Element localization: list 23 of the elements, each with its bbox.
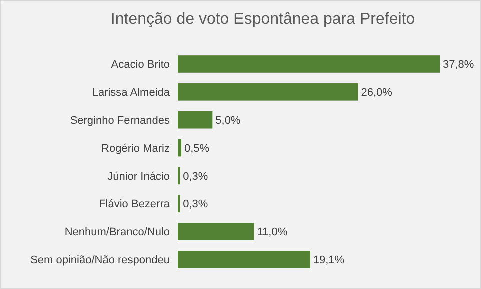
data-label: 0,3% xyxy=(183,170,208,183)
data-label: 37,8% xyxy=(443,59,474,72)
y-tick-label: Larissa Almeida xyxy=(92,87,171,100)
data-label: 26,0% xyxy=(361,87,393,100)
y-tick-label: Sem opinião/Não respondeu xyxy=(30,254,170,267)
y-tick-label: Rogério Mariz xyxy=(102,142,170,155)
bar xyxy=(178,251,310,268)
bar xyxy=(178,56,440,73)
data-label: 11,0% xyxy=(257,226,288,239)
y-tick-label: Júnior Inácio xyxy=(108,170,170,183)
y-tick-label: Flávio Bezerra xyxy=(99,198,171,211)
data-label: 0,5% xyxy=(184,142,210,155)
bar xyxy=(178,84,358,101)
bar xyxy=(178,223,254,240)
y-tick-label: Acacio Brito xyxy=(111,59,170,72)
y-tick-label: Serginho Fernandes xyxy=(70,114,170,127)
chart-title: Intenção de voto Espontânea para Prefeito xyxy=(110,11,416,28)
y-tick-label: Nenhum/Branco/Nulo xyxy=(64,226,170,239)
data-label: 5,0% xyxy=(216,114,241,127)
bar xyxy=(178,139,182,157)
bar xyxy=(178,111,213,129)
data-label: 0,3% xyxy=(183,198,208,211)
data-label: 19,1% xyxy=(313,254,345,267)
